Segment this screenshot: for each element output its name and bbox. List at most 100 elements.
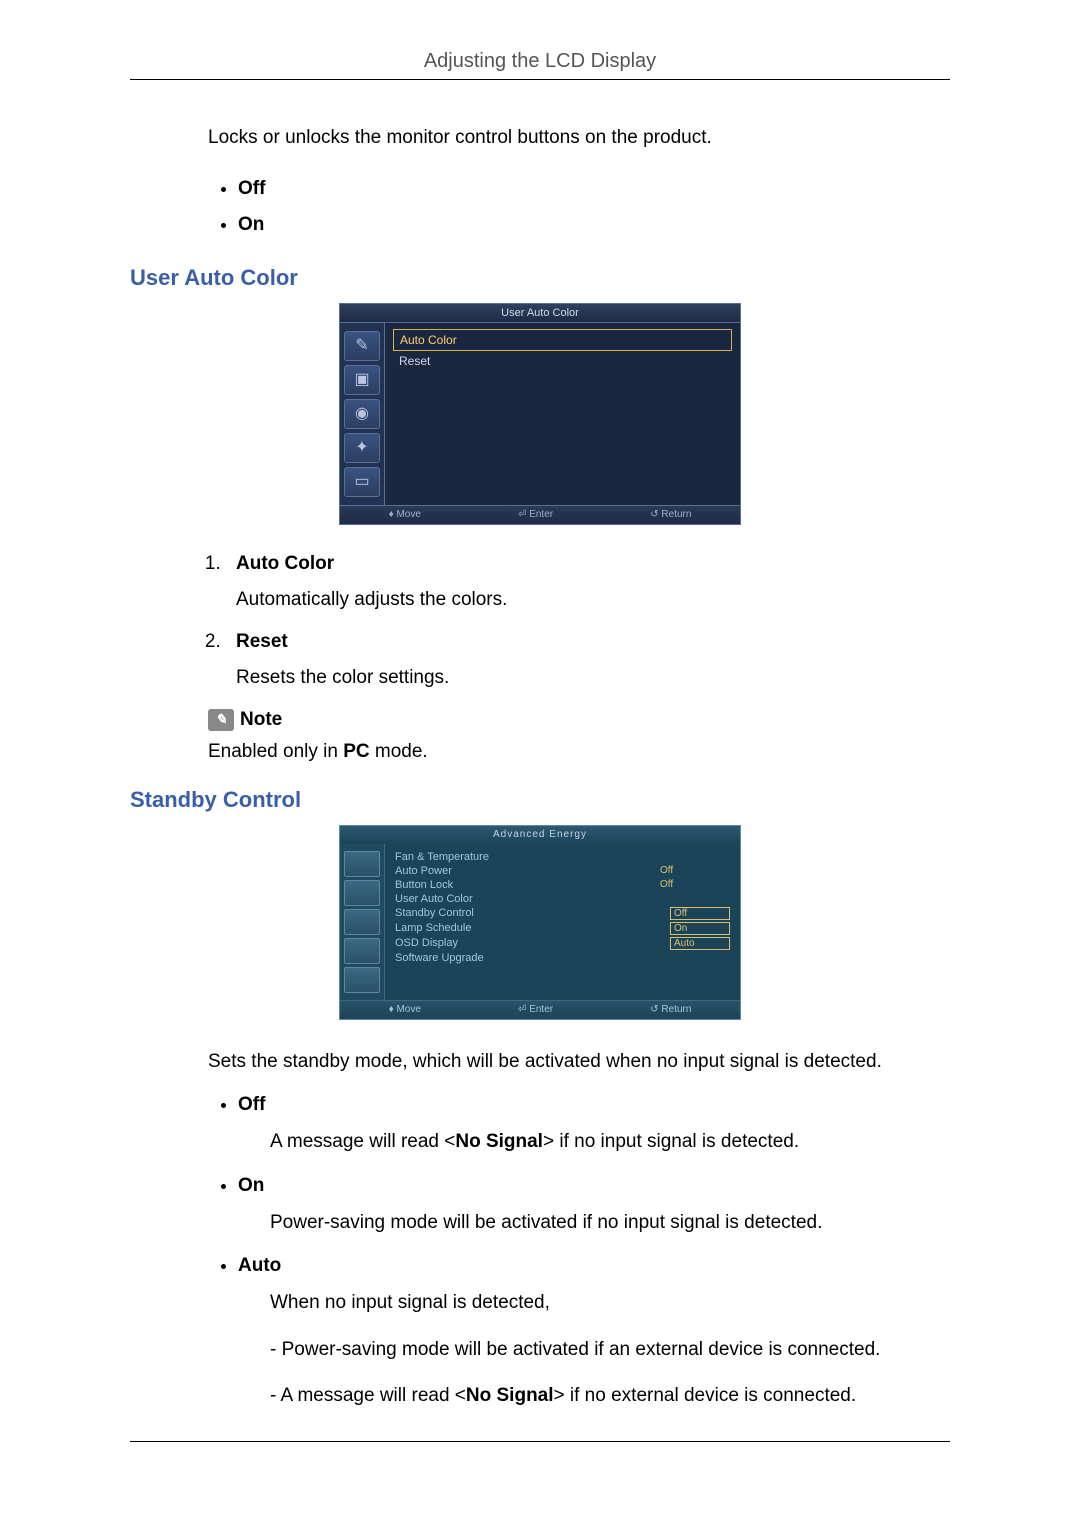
osd-menu-row: Auto PowerOff: [395, 864, 730, 878]
osd-footer: ♦ Move ⏎ Enter ↺ Return: [340, 505, 740, 524]
note-label: Note: [240, 709, 282, 731]
list-item: Off A message will read <No Signal> if n…: [238, 1094, 950, 1157]
osd-menu-value: Off: [660, 865, 730, 877]
osd-menu-row: Software Upgrade: [395, 951, 730, 965]
osd-menu-label: Button Lock: [395, 879, 660, 891]
note-text-bold: PC: [343, 741, 369, 762]
osd-hint-return: ↺ Return: [650, 509, 691, 520]
osd-hint-enter: ⏎ Enter: [518, 1004, 553, 1015]
osd-sidebar-icon: [344, 909, 380, 935]
osd-title: Advanced Energy: [340, 826, 740, 844]
osd-menu-value: Auto: [670, 937, 730, 950]
osd-panel: Advanced Energy Fan & Temperature Auto P…: [339, 825, 741, 1020]
note-body: Enabled only in PC mode.: [208, 741, 950, 763]
intro-text: Locks or unlocks the monitor control but…: [208, 124, 950, 153]
osd-menu-row: Button LockOff: [395, 878, 730, 892]
osd-menu-row: Fan & Temperature: [395, 850, 730, 864]
osd-menu-value: [660, 952, 730, 964]
osd-menu-row: Standby ControlOff: [395, 906, 730, 921]
osd-hint-enter: ⏎ Enter: [518, 509, 553, 520]
osd-menu-label: Software Upgrade: [395, 952, 660, 964]
option-label: On: [238, 1175, 264, 1196]
option-description: Power-saving mode will be activated if n…: [270, 1209, 950, 1238]
list-item-body: Resets the color settings.: [236, 667, 950, 689]
page-header-title: Adjusting the LCD Display: [130, 50, 950, 80]
standby-option-off: Off A message will read <No Signal> if n…: [238, 1094, 950, 1157]
osd-menu-row: Lamp ScheduleOn: [395, 921, 730, 936]
footer-divider: [130, 1441, 950, 1442]
osd-hint-move: ♦ Move: [389, 509, 421, 520]
section-heading-user-auto-color: User Auto Color: [130, 265, 950, 291]
user-auto-color-list: Auto Color Automatically adjusts the col…: [226, 553, 950, 689]
osd-footer: ♦ Move ⏎ Enter ↺ Return: [340, 1000, 740, 1019]
osd-menu-value: [660, 893, 730, 905]
desc-bold: No Signal: [455, 1131, 543, 1152]
standby-intro: Sets the standby mode, which will be act…: [208, 1048, 950, 1077]
osd-panel: User Auto Color ✎ ▣ ◉ ✦ ▭ Auto Color Res…: [339, 303, 741, 525]
osd-menu-value: Off: [660, 879, 730, 891]
osd-hint-return: ↺ Return: [650, 1004, 691, 1015]
note-icon: ✎: [208, 709, 234, 731]
option-label: On: [238, 214, 264, 235]
option-description-line2: - Power-saving mode will be activated if…: [270, 1336, 950, 1365]
list-item: Reset Resets the color settings.: [226, 631, 950, 689]
osd-body: Fan & Temperature Auto PowerOff Button L…: [340, 844, 740, 1000]
osd-body: ✎ ▣ ◉ ✦ ▭ Auto Color Reset: [340, 323, 740, 505]
osd-menu-label: Fan & Temperature: [395, 851, 660, 863]
desc-pre: - A message will read <: [270, 1385, 466, 1406]
option-label: Off: [238, 178, 265, 199]
osd-sidebar-icon: ◉: [344, 399, 380, 429]
desc-post: > if no input signal is detected.: [543, 1131, 799, 1152]
option-description: A message will read <No Signal> if no in…: [270, 1128, 950, 1157]
osd-sidebar-icon: [344, 938, 380, 964]
list-item: Auto When no input signal is detected, -…: [238, 1255, 950, 1411]
osd-screenshot-standby-control: Advanced Energy Fan & Temperature Auto P…: [130, 825, 950, 1020]
standby-option-on: On Power-saving mode will be activated i…: [238, 1175, 950, 1238]
desc-bold: No Signal: [466, 1385, 554, 1406]
osd-sidebar-icon: ▭: [344, 467, 380, 497]
osd-menu-value: [660, 851, 730, 863]
list-item-title: Auto Color: [236, 553, 334, 574]
osd-menu-item-selected: Auto Color: [393, 329, 732, 351]
standby-option-auto: Auto When no input signal is detected, -…: [238, 1255, 950, 1411]
section-heading-standby-control: Standby Control: [130, 787, 950, 813]
desc-post: > if no external device is connected.: [554, 1385, 857, 1406]
intro-options-list: Off On: [238, 171, 950, 243]
osd-title: User Auto Color: [340, 304, 740, 323]
option-description-line1: When no input signal is detected,: [270, 1289, 950, 1318]
osd-sidebar: [340, 844, 385, 1000]
list-item: Auto Color Automatically adjusts the col…: [226, 553, 950, 611]
desc-pre: A message will read <: [270, 1131, 455, 1152]
note-text-pre: Enabled only in: [208, 741, 343, 762]
osd-menu-label: Lamp Schedule: [395, 922, 670, 935]
osd-screenshot-user-auto-color: User Auto Color ✎ ▣ ◉ ✦ ▭ Auto Color Res…: [130, 303, 950, 525]
osd-menu-label: OSD Display: [395, 937, 670, 950]
document-page: Adjusting the LCD Display Locks or unloc…: [0, 0, 1080, 1492]
note-text-post: mode.: [370, 741, 428, 762]
osd-menu-value: Off: [670, 907, 730, 920]
osd-menu: Fan & Temperature Auto PowerOff Button L…: [385, 844, 740, 1000]
osd-menu-label: Auto Power: [395, 865, 660, 877]
osd-sidebar-icon: [344, 967, 380, 993]
note-header: ✎ Note: [208, 709, 950, 731]
list-item-body: Automatically adjusts the colors.: [236, 589, 950, 611]
option-description-line3: - A message will read <No Signal> if no …: [270, 1382, 950, 1411]
list-item-title: Reset: [236, 631, 288, 652]
osd-sidebar-icon: ✎: [344, 331, 380, 361]
osd-menu-item: Reset: [393, 351, 732, 371]
osd-sidebar-icon: [344, 851, 380, 877]
option-label: Auto: [238, 1255, 281, 1276]
osd-menu-row: User Auto Color: [395, 892, 730, 906]
osd-menu-row: OSD DisplayAuto: [395, 936, 730, 951]
list-item: On Power-saving mode will be activated i…: [238, 1175, 950, 1238]
osd-menu-label: Standby Control: [395, 907, 670, 920]
osd-hint-move: ♦ Move: [389, 1004, 421, 1015]
osd-menu-label: User Auto Color: [395, 893, 660, 905]
intro-option-off: Off: [238, 171, 950, 207]
osd-sidebar-icon: [344, 880, 380, 906]
osd-sidebar-icon: ✦: [344, 433, 380, 463]
intro-option-on: On: [238, 207, 950, 243]
option-label: Off: [238, 1094, 265, 1115]
osd-menu-value: On: [670, 922, 730, 935]
osd-sidebar: ✎ ▣ ◉ ✦ ▭: [340, 323, 385, 505]
